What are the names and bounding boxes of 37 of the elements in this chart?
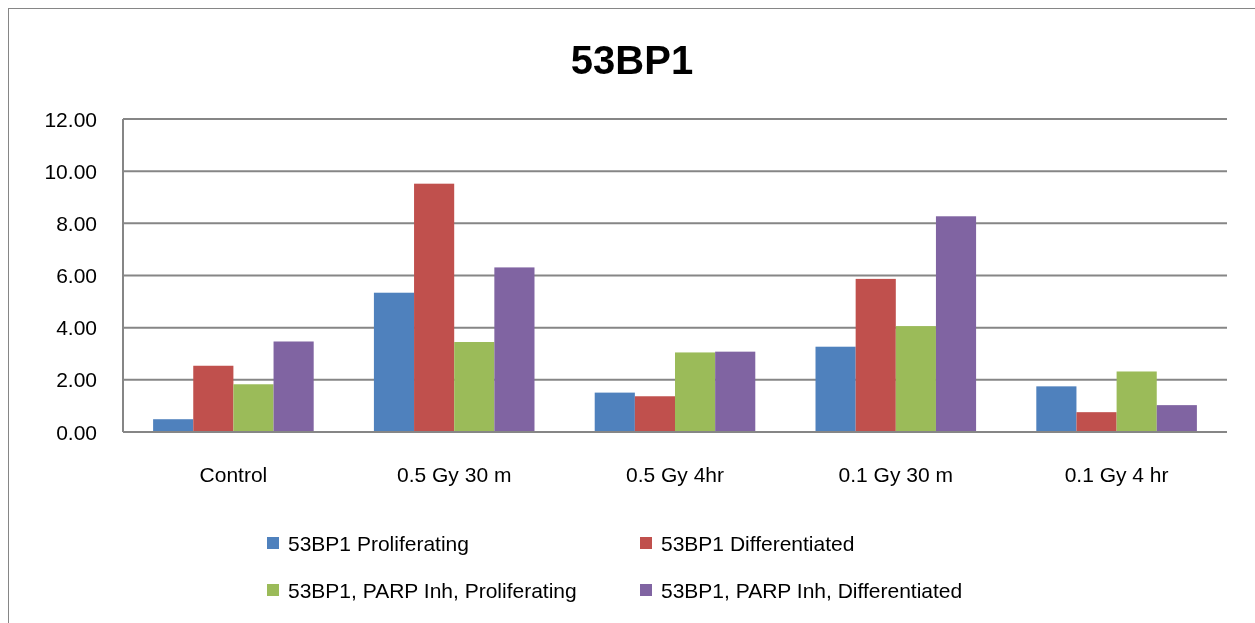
bar <box>414 183 455 432</box>
x-tick-label: 0.1 Gy 30 m <box>838 462 953 486</box>
bar <box>1156 405 1197 432</box>
legend-label: 53BP1 Differentiated <box>661 531 855 555</box>
bar <box>895 326 936 432</box>
bar <box>935 216 977 432</box>
y-tick-label: 8.00 <box>56 211 97 235</box>
y-tick-label: 6.00 <box>56 264 97 287</box>
bar <box>594 392 635 432</box>
bar <box>454 342 495 432</box>
x-tick-label: 0.5 Gy 4hr <box>625 462 725 486</box>
bar <box>233 384 274 432</box>
y-tick-label: 2.00 <box>56 368 97 392</box>
chart-title: 53BP1 <box>570 38 694 82</box>
legend-label: 53BP1, PARP Inh, Differentiated <box>661 578 963 602</box>
bar <box>1036 386 1077 432</box>
legend-label: 53BP1, PARP Inh, Proliferating <box>288 578 577 602</box>
x-tick-label: 0.1 Gy 4 hr <box>1064 462 1169 486</box>
bar <box>273 341 314 432</box>
bar <box>1076 412 1117 432</box>
bar <box>153 419 194 432</box>
bar <box>715 351 756 432</box>
bar <box>815 346 856 432</box>
y-tick-label: 10.00 <box>44 159 97 183</box>
bar <box>675 352 716 432</box>
bar <box>1116 371 1157 432</box>
bar <box>373 292 415 432</box>
y-tick-label: 12.00 <box>44 107 97 131</box>
legend-label: 53BP1 Proliferating <box>288 531 469 555</box>
bar <box>855 278 896 432</box>
bar <box>634 396 675 432</box>
bar <box>193 365 234 432</box>
x-tick-label: 0.5 Gy 30 m <box>397 462 512 486</box>
x-tick-label: Control <box>199 462 268 486</box>
bar <box>494 267 535 432</box>
y-tick-label: 4.00 <box>56 316 97 340</box>
y-tick-label: 0.00 <box>56 420 97 444</box>
